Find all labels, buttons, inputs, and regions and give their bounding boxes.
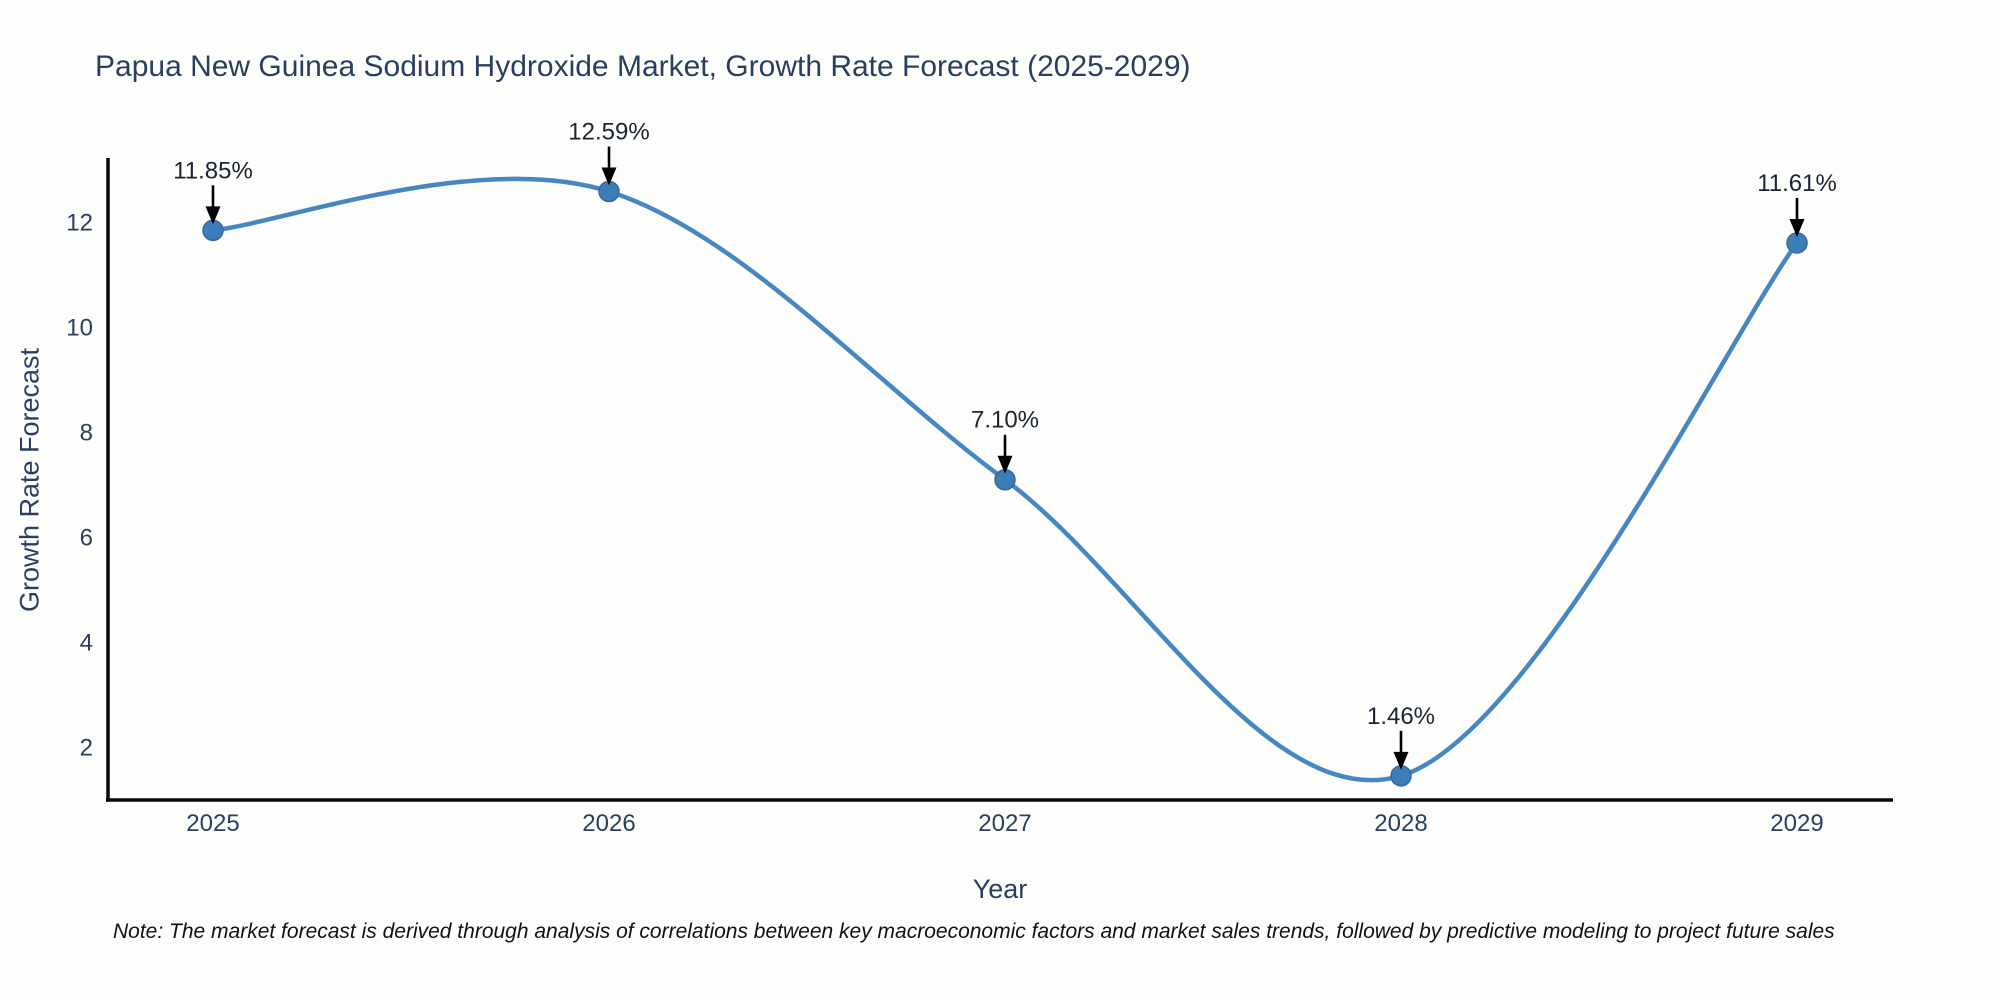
chart-title: Papua New Guinea Sodium Hydroxide Market…	[95, 50, 1191, 83]
annotation-arrowhead	[997, 455, 1013, 474]
annotation-label: 7.10%	[971, 407, 1039, 434]
x-tick-label: 2026	[582, 810, 635, 837]
x-axis-title: Year	[972, 874, 1028, 904]
annotation-arrowhead	[1789, 218, 1805, 237]
y-tick-label: 10	[66, 314, 93, 341]
y-tick-label: 6	[80, 524, 93, 551]
annotation-label: 11.85%	[173, 157, 253, 184]
x-tick-label: 2029	[1770, 810, 1823, 837]
x-tick-label: 2027	[978, 810, 1031, 837]
annotation-arrowhead	[205, 206, 221, 225]
y-tick-label: 2	[80, 734, 93, 761]
annotation-label: 1.46%	[1367, 703, 1435, 730]
spline-path	[210, 176, 1800, 783]
annotation-label: 11.61%	[1757, 170, 1837, 197]
y-tick-label: 12	[66, 209, 93, 236]
x-tick-label: 2025	[186, 810, 239, 837]
y-tick-label: 8	[80, 419, 93, 446]
annotation-arrowhead	[1393, 751, 1409, 770]
y-tick-label: 4	[80, 629, 93, 656]
annotation-label: 12.59%	[568, 119, 649, 146]
footnote: Note: The market forecast is derived thr…	[113, 920, 1835, 943]
y-axis-title: Growth Rate Forecast	[14, 347, 45, 613]
annotation-arrowhead	[601, 167, 617, 186]
x-tick-label: 2028	[1374, 810, 1427, 837]
